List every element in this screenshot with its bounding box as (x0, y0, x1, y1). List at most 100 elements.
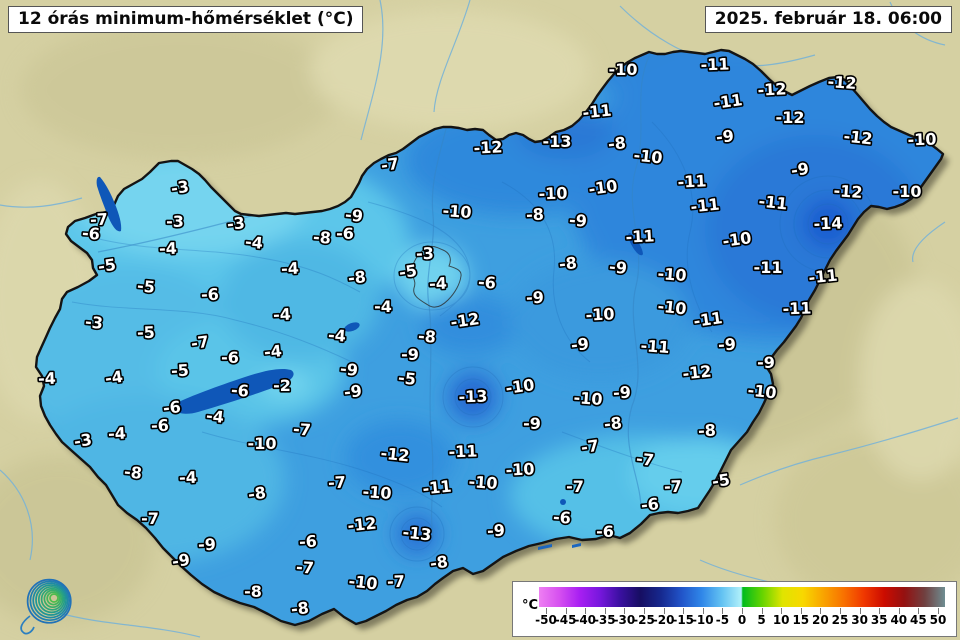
temp-label: -8 (698, 421, 717, 441)
temp-label: -11 (582, 101, 613, 123)
temp-label: -10 (747, 381, 778, 403)
temp-label: -5 (97, 255, 117, 276)
temp-label: -11 (700, 55, 730, 75)
temp-label: -6 (162, 397, 182, 418)
lake-ferto (96, 176, 122, 232)
temp-label: -4 (104, 367, 124, 388)
legend-tick-label: 35 (870, 613, 888, 627)
temp-label: -11 (712, 90, 743, 113)
lake-balaton (171, 368, 294, 414)
temp-label: -11 (692, 308, 723, 331)
temp-label: -9 (526, 288, 544, 308)
temp-label: -7 (141, 509, 159, 528)
legend-tick-label: 30 (851, 613, 868, 627)
temp-label: -8 (603, 413, 623, 434)
legend-tick-label: -50 (535, 613, 557, 627)
temperature-legend: °C -50 -45 -40 -35 -30 -25 -20 -15 -10 -5 0 5 10 15 20… (512, 581, 957, 637)
temp-label: -7 (293, 419, 312, 439)
legend-tick (546, 608, 547, 614)
temp-label: -5 (136, 276, 156, 297)
temp-label: -12 (347, 514, 378, 536)
legend-tick-label: -45 (554, 613, 577, 627)
temp-label: -10 (721, 228, 752, 251)
temp-label: -8 (313, 227, 332, 247)
legend-tick (800, 608, 802, 614)
temp-label: -5 (171, 361, 190, 381)
temp-label: -6 (201, 285, 219, 305)
temp-label: -10 (609, 60, 638, 79)
temp-label: -13 (458, 387, 488, 407)
legend-tick-label: 15 (792, 613, 810, 627)
temp-label: -12 (827, 72, 857, 93)
temp-label: -9 (718, 335, 737, 355)
temp-label: -8 (123, 462, 143, 483)
temp-label: -10 (657, 297, 688, 319)
temp-label: -10 (504, 375, 535, 398)
temp-label: -10 (538, 184, 568, 204)
temp-label: -12 (473, 137, 503, 157)
temp-label: -6 (478, 272, 497, 292)
temp-label: -10 (468, 472, 498, 493)
legend-tick-label: 25 (831, 613, 849, 627)
lakes (96, 176, 643, 550)
temp-label: -4 (38, 369, 56, 389)
legend-tick (742, 608, 743, 614)
legend-tick-label: 0 (737, 613, 747, 627)
temp-label: -10 (573, 388, 603, 409)
legend-tick-label: -15 (672, 613, 695, 627)
legend-tick-label: -40 (574, 613, 597, 627)
legend-tick (585, 608, 587, 614)
legend-tick-label: 50 (929, 613, 947, 627)
met-service-spiral-logo (12, 566, 80, 638)
temp-label: -3 (73, 430, 93, 451)
map-title: 12 órás minimum-hőmérséklet (°C) (18, 9, 354, 29)
temp-label: -6 (553, 507, 572, 527)
temp-label: -9 (339, 359, 359, 380)
legend-tick (644, 608, 645, 614)
temp-label: -8 (290, 598, 310, 619)
temp-label: -9 (790, 159, 810, 180)
spiral-logo-icon (20, 578, 72, 635)
temp-label: -4 (244, 232, 264, 253)
temp-label: -12 (843, 127, 874, 149)
legend-tick (683, 608, 685, 614)
legend-tick-label: 5 (757, 613, 766, 627)
lake-velence (344, 322, 360, 332)
temp-label: -10 (893, 182, 922, 201)
legend-tick-label: -30 (613, 613, 636, 627)
temp-label: -7 (296, 557, 315, 577)
legend-tick (918, 608, 920, 614)
temp-label: -7 (580, 436, 600, 457)
temp-label: -6 (231, 380, 250, 400)
temp-label: -11 (782, 299, 812, 319)
temp-label: -9 (570, 334, 590, 355)
temperature-labels: -3-7-6-3 -3-4-4-5 -4-8 -6-8-5 -6-7-12-10-13-… (36, 53, 938, 621)
temp-label: -6 (299, 532, 318, 552)
temp-label: -8 (247, 483, 267, 504)
legend-tick-label: -10 (691, 613, 714, 627)
temp-label: -9 (344, 205, 364, 226)
temp-label: -11 (448, 442, 478, 462)
temp-label: -4 (328, 325, 347, 345)
temp-label: -11 (758, 192, 789, 214)
legend-tick (663, 608, 665, 614)
temp-label: -9 (613, 383, 632, 403)
temp-label: -10 (248, 434, 277, 453)
legend-tick (820, 608, 822, 614)
legend-tick (604, 608, 606, 614)
temp-label: -4 (429, 274, 448, 294)
temp-label: -9 (487, 521, 506, 541)
temp-label: -6 (151, 416, 169, 436)
temp-label: -6 (221, 348, 239, 367)
temp-label: -9 (198, 535, 216, 555)
legend-gradient-bar (539, 587, 945, 607)
temp-label: -7 (90, 210, 109, 230)
temp-label: -6 (640, 494, 660, 515)
temp-label: -11 (808, 266, 839, 288)
legend-tick (938, 608, 939, 614)
temp-label: -7 (635, 449, 655, 470)
temp-label: -4 (205, 406, 225, 427)
temp-label: -11 (690, 195, 721, 217)
